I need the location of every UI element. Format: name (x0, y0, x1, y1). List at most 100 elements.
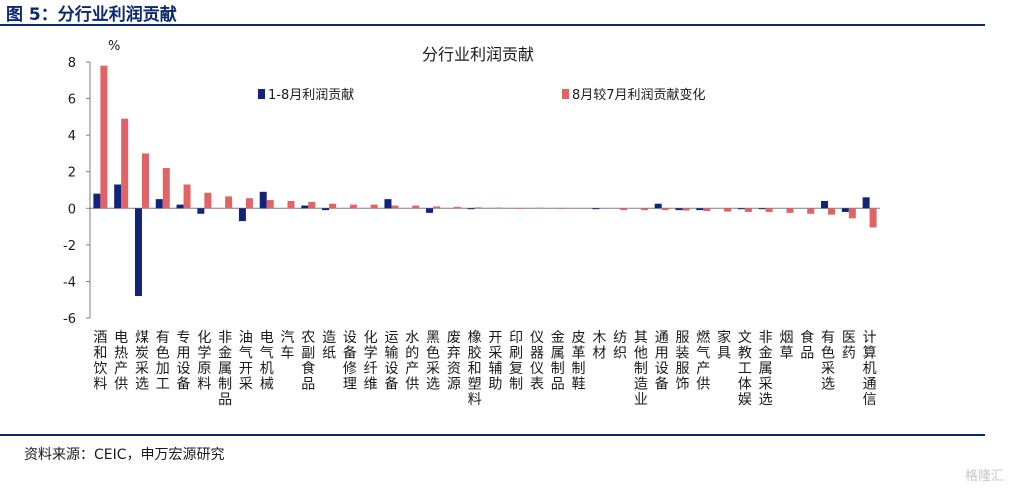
x-tick-label: 其他制造业 (634, 330, 648, 408)
figure-title: 图 5：分行业利润贡献 (6, 5, 177, 25)
bar-series2 (828, 208, 836, 215)
x-tick-label: 农副食品 (301, 330, 315, 393)
x-tick-label: 设备修理 (343, 330, 357, 393)
x-tick-label: 文教工体娱 (738, 330, 752, 408)
bar-series1 (134, 208, 142, 297)
x-tick-label: 金属制品 (551, 330, 565, 393)
bar-series1 (592, 208, 600, 210)
bar-series1 (259, 191, 267, 209)
bottom-rule (0, 434, 985, 436)
x-tick-label: 非金属制品 (218, 330, 232, 408)
x-tick-label: 废弃资源 (447, 330, 461, 393)
x-tick-label: 酒和饮料 (93, 330, 107, 393)
bar-series2 (349, 204, 357, 209)
bar-series2 (661, 208, 669, 211)
x-tick-label: 有色采选 (821, 330, 835, 393)
bar-series2 (744, 208, 752, 212)
x-tick-label: 纺织 (613, 330, 627, 362)
bar-series2 (308, 201, 316, 209)
bar-series2 (141, 153, 149, 209)
bar-series2 (100, 65, 108, 209)
bar-series1 (155, 199, 163, 209)
bar-series2 (495, 207, 503, 209)
bar-series2 (474, 207, 482, 209)
bar-series2 (786, 208, 794, 213)
x-tick-label: 燃气产供 (696, 329, 710, 393)
bar-series2 (516, 207, 524, 209)
x-tick-label: 有色加工 (156, 330, 170, 393)
legend: 1-8月利润贡献 8月较7月利润贡献变化 (258, 87, 706, 103)
bar-series1 (467, 208, 475, 210)
bar-series1 (426, 208, 434, 213)
chart-title: 分行业利润贡献 (422, 45, 534, 64)
x-tick-label: 运输设备 (384, 330, 398, 393)
x-tick-label: 家具 (717, 329, 731, 362)
x-tick-label: 医药 (842, 330, 856, 362)
watermark-logo: 格隆汇 (964, 469, 1004, 484)
bar-series1 (654, 203, 662, 209)
bar-series2 (329, 203, 337, 209)
x-tick-label: 服装服饰 (676, 330, 690, 393)
x-tick-label: 油气开采 (239, 330, 253, 393)
x-tick-label: 印刷复制 (509, 330, 523, 393)
bar-series1 (696, 208, 704, 211)
y-tick-label: -4 (63, 275, 76, 290)
bar-series2 (765, 208, 773, 212)
x-tick-label: 木材 (592, 330, 606, 362)
legend-label-series1: 1-8月利润贡献 (268, 88, 354, 103)
bar-series2 (620, 208, 628, 211)
x-tick-label: 煤炭采选 (135, 330, 149, 393)
x-tick-label: 专用设备 (177, 330, 191, 393)
bar-series2 (453, 206, 461, 209)
y-axis-unit: % (108, 39, 120, 54)
x-tick-label: 通用设备 (655, 330, 669, 393)
bar-series1 (197, 208, 205, 214)
bar-series1 (862, 197, 870, 209)
bar-series2 (370, 204, 378, 209)
x-tick-label: 计算机通信 (863, 330, 877, 408)
bar-series1 (758, 208, 766, 210)
bar-series2 (225, 196, 233, 209)
bar-series2 (266, 200, 274, 209)
x-tick-label: 食品 (800, 329, 814, 362)
bar-series2 (433, 206, 441, 209)
bar-series1 (176, 204, 184, 209)
legend-swatch-series1 (258, 89, 265, 99)
x-tick-label: 烟草 (779, 330, 793, 362)
top-rule (0, 24, 985, 26)
bar-series2 (724, 208, 732, 212)
bar-series1 (238, 208, 246, 222)
bar-series2 (391, 205, 399, 209)
bar-series1 (821, 200, 829, 209)
x-tick-label: 橡胶和塑料 (468, 330, 482, 408)
bar-series2 (557, 207, 565, 209)
x-tick-label: 电热产供 (114, 330, 128, 393)
bar-series2 (162, 168, 170, 209)
y-tick-label: -2 (63, 239, 76, 254)
x-tick-label: 化学原料 (197, 330, 211, 393)
bar-series1 (384, 199, 392, 209)
bar-series2 (869, 208, 877, 228)
bar-series2 (848, 208, 856, 219)
bar-series2 (412, 205, 420, 209)
legend-swatch-series2 (562, 89, 569, 99)
x-tick-label: 黑色采选 (426, 330, 440, 393)
bar-series1 (675, 208, 683, 211)
bar-series2 (807, 208, 815, 214)
bar-series1 (737, 208, 745, 210)
bar-series1 (322, 208, 330, 211)
legend-label-series2: 8月较7月利润贡献变化 (572, 87, 706, 103)
y-tick-label: 8 (68, 56, 76, 71)
x-tick-label: 仪器仪表 (530, 330, 544, 393)
y-tick-label: 0 (68, 202, 76, 217)
x-tick-label: 非金属采选 (759, 330, 773, 408)
bar-series1 (93, 193, 101, 209)
source-note: 资料来源：CEIC，申万宏源研究 (24, 447, 225, 463)
bar-series2 (682, 208, 690, 211)
y-tick-label: 6 (68, 93, 76, 108)
x-tick-label: 造纸 (322, 330, 336, 362)
bar-series2 (204, 192, 212, 209)
bar-series2 (121, 118, 129, 209)
x-tick-label: 水的产供 (405, 330, 419, 393)
bar-series2 (536, 207, 544, 209)
